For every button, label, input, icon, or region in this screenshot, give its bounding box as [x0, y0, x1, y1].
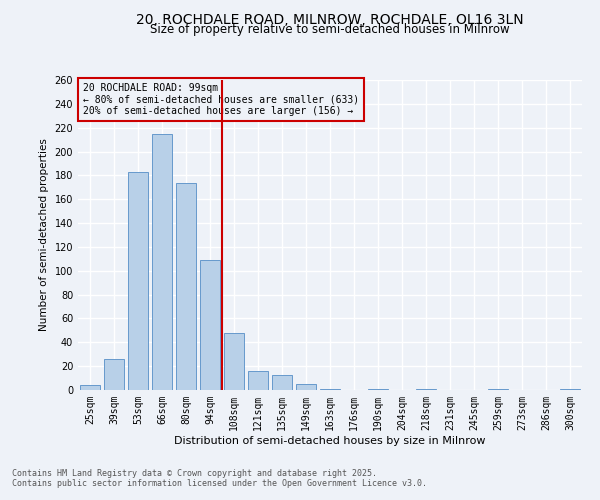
- Bar: [200, 260, 220, 390]
- Bar: [128, 172, 148, 390]
- Bar: [80, 385, 100, 390]
- Bar: [152, 134, 172, 390]
- Bar: [368, 389, 388, 390]
- Bar: [416, 389, 436, 390]
- Bar: [272, 374, 292, 390]
- Text: Size of property relative to semi-detached houses in Milnrow: Size of property relative to semi-detach…: [150, 22, 510, 36]
- Bar: [296, 384, 316, 390]
- Bar: [176, 182, 196, 390]
- Text: Contains public sector information licensed under the Open Government Licence v3: Contains public sector information licen…: [12, 478, 427, 488]
- Text: Contains HM Land Registry data © Crown copyright and database right 2025.: Contains HM Land Registry data © Crown c…: [12, 468, 377, 477]
- Bar: [248, 371, 268, 390]
- Text: 20 ROCHDALE ROAD: 99sqm
← 80% of semi-detached houses are smaller (633)
20% of s: 20 ROCHDALE ROAD: 99sqm ← 80% of semi-de…: [83, 83, 359, 116]
- Y-axis label: Number of semi-detached properties: Number of semi-detached properties: [39, 138, 49, 332]
- X-axis label: Distribution of semi-detached houses by size in Milnrow: Distribution of semi-detached houses by …: [174, 436, 486, 446]
- Bar: [560, 389, 580, 390]
- Text: 20, ROCHDALE ROAD, MILNROW, ROCHDALE, OL16 3LN: 20, ROCHDALE ROAD, MILNROW, ROCHDALE, OL…: [136, 12, 524, 26]
- Bar: [320, 389, 340, 390]
- Bar: [104, 359, 124, 390]
- Bar: [224, 333, 244, 390]
- Bar: [488, 389, 508, 390]
